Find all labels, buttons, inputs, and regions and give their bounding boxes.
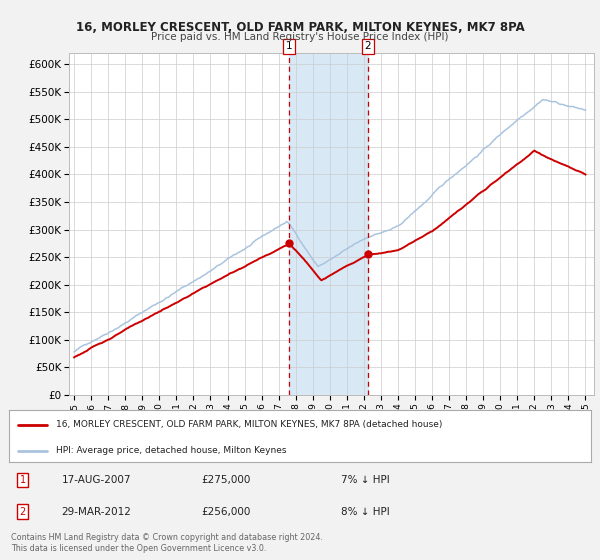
Bar: [289, 53, 368, 395]
Text: £256,000: £256,000: [201, 507, 250, 516]
Text: Contains HM Land Registry data © Crown copyright and database right 2024.: Contains HM Land Registry data © Crown c…: [11, 533, 323, 542]
Text: 29-MAR-2012: 29-MAR-2012: [61, 507, 131, 516]
Text: 16, MORLEY CRESCENT, OLD FARM PARK, MILTON KEYNES, MK7 8PA: 16, MORLEY CRESCENT, OLD FARM PARK, MILT…: [76, 21, 524, 34]
Text: Price paid vs. HM Land Registry's House Price Index (HPI): Price paid vs. HM Land Registry's House …: [151, 32, 449, 43]
Text: 1: 1: [19, 475, 26, 485]
Text: 7% ↓ HPI: 7% ↓ HPI: [341, 475, 389, 485]
Text: 16, MORLEY CRESCENT, OLD FARM PARK, MILTON KEYNES, MK7 8PA (detached house): 16, MORLEY CRESCENT, OLD FARM PARK, MILT…: [56, 421, 442, 430]
Text: 17-AUG-2007: 17-AUG-2007: [61, 475, 131, 485]
Text: 1: 1: [286, 41, 293, 52]
Text: 2: 2: [365, 41, 371, 52]
Text: HPI: Average price, detached house, Milton Keynes: HPI: Average price, detached house, Milt…: [56, 446, 286, 455]
Text: This data is licensed under the Open Government Licence v3.0.: This data is licensed under the Open Gov…: [11, 544, 266, 553]
Text: £275,000: £275,000: [201, 475, 250, 485]
Text: 8% ↓ HPI: 8% ↓ HPI: [341, 507, 389, 516]
Text: 2: 2: [19, 507, 26, 516]
